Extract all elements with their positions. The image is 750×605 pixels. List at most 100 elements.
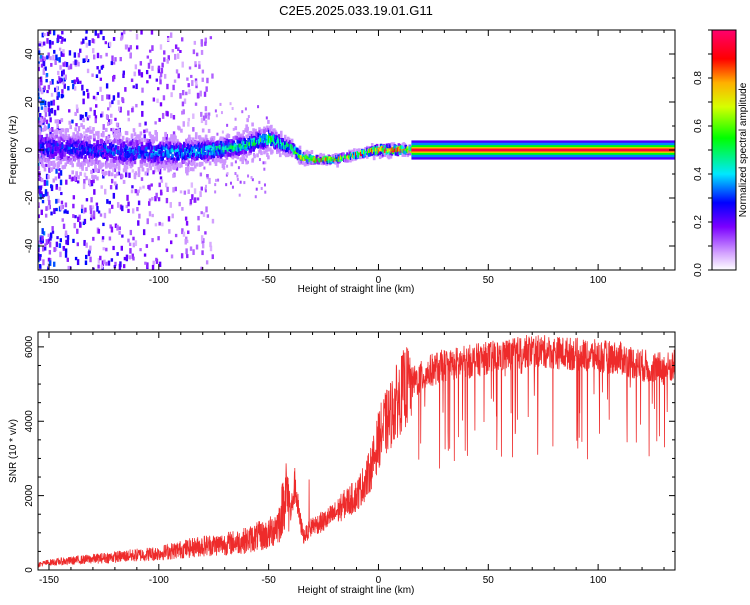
spectrogram-noise-cell (85, 55, 88, 61)
spectrogram-noise-cell (92, 48, 95, 54)
spectrogram-noise-cell (146, 262, 149, 268)
spectrogram-ridge-cell (160, 160, 163, 165)
spectrogram-noise-cell (61, 218, 64, 222)
spectrogram-noise-cell (38, 63, 40, 68)
spectrogram-noise-cell (130, 189, 134, 194)
spectrogram-ridge-cell (38, 147, 41, 152)
spectrogram-ridge-cell (184, 148, 187, 153)
spectrogram-ridge-cell (124, 148, 128, 153)
spectrogram-noise-cell (102, 247, 105, 251)
spectrogram-ridge-cell (106, 135, 110, 140)
spectrogram-noise-cell (56, 123, 59, 129)
spectrogram-noise-cell (57, 91, 60, 98)
spectrogram-ridge-cell (231, 143, 235, 148)
spectrogram-noise-cell (103, 212, 107, 219)
spectrogram-ridge-cell (200, 144, 204, 149)
spectrogram-noise-cell (54, 87, 57, 93)
spectrogram-ridge-cell (192, 161, 196, 166)
spectrogram-ridge-cell (241, 149, 245, 154)
spectrogram-noise-cell (174, 186, 177, 192)
spectrogram-noise-cell (205, 86, 208, 92)
spectrogram-ridge-cell (165, 143, 168, 148)
spectrogram-noise-cell (162, 95, 166, 101)
spectrogram-ridge-cell (133, 175, 137, 180)
spectrogram-ridge-cell (222, 165, 226, 170)
spectrogram-ridge-cell (240, 157, 244, 162)
spectrogram-noise-cell (155, 192, 158, 199)
spectrogram-noise-cell (124, 87, 127, 92)
spectrogram-noise-cell (135, 45, 139, 50)
spectrogram-ridge-cell (47, 163, 51, 168)
spectrogram-ridge-cell (133, 132, 137, 137)
spectrogram-noise-cell (148, 74, 152, 79)
spectrogram-noise-cell (53, 49, 56, 54)
spectrogram-ridge-cell (171, 148, 174, 153)
spectrogram-ridge-cell (246, 118, 249, 123)
spectrogram-ridge-cell (93, 134, 96, 139)
spectrogram-ridge-cell (234, 126, 238, 131)
spectrogram-ridge-cell (129, 141, 133, 146)
spectrogram-noise-cell (38, 214, 40, 219)
spectrogram-ridge-cell (51, 153, 55, 158)
spectrogram-noise-cell (135, 83, 138, 90)
spectrogram-noise-cell (58, 47, 62, 51)
spectrogram-ridge-cell (145, 128, 149, 133)
spectrogram-ridge-cell (53, 163, 57, 168)
spectrogram-noise-cell (67, 265, 70, 270)
spectrogram-noise-cell (201, 250, 204, 256)
spectrogram-noise-cell (158, 182, 161, 188)
spectrogram-ridge-cell (207, 128, 211, 133)
spectrogram-ridge-cell (203, 151, 207, 156)
spectrogram-ridge-cell (107, 148, 111, 153)
spectrogram-noise-cell (111, 100, 114, 105)
spectrogram-noise-cell (131, 185, 134, 189)
spectrogram-ridge-cell (148, 156, 152, 161)
spectrogram-noise-cell (105, 261, 108, 266)
spectrogram-ridge-cell (95, 156, 98, 161)
spectrogram-noise-cell (155, 78, 159, 82)
spectrogram-ridge-cell (241, 160, 245, 165)
spectrogram-ridge-cell (370, 143, 374, 148)
spectrogram-noise-cell (203, 166, 206, 170)
spectrogram-noise-cell (63, 61, 67, 67)
spectrogram-noise-cell (84, 36, 88, 40)
spectrogram-ridge-cell (219, 140, 223, 145)
spectrogram-noise-cell (63, 210, 66, 214)
spectrogram-noise-cell (87, 251, 91, 257)
spectrogram-noise-cell (112, 95, 116, 101)
spectrogram-ridge-cell (269, 131, 272, 136)
spectrogram-ridge-cell (124, 168, 128, 173)
spectrogram-noise-cell (117, 100, 120, 105)
spectrogram-noise-cell (57, 70, 60, 76)
spectrogram-ridge-cell (284, 153, 288, 158)
spectrogram-noise-cell (121, 205, 124, 212)
spectrogram-noise-cell (52, 30, 56, 36)
spectrogram-noise-cell (161, 112, 165, 119)
snr-frame (37, 331, 676, 571)
spectrogram-ridge-cell (114, 164, 118, 169)
spectrogram-noise-cell (86, 88, 89, 92)
spectrogram-noise-cell (131, 108, 134, 113)
spectrogram-noise-cell (38, 253, 40, 260)
spectrogram-noise-cell (47, 257, 51, 262)
spectrogram-noise-cell (79, 80, 82, 84)
spectrogram-ridge-cell (400, 150, 404, 155)
spectrogram-ridge-cell (42, 164, 46, 169)
spectrogram-noise-cell (108, 170, 111, 177)
spectrogram-ridge-cell (62, 138, 66, 143)
spectrogram-noise-cell (61, 36, 64, 42)
spectrogram-noise-cell (40, 63, 44, 68)
spectrogram-noise-cell (48, 44, 52, 49)
spectrogram-ridge-cell (209, 145, 213, 150)
spectrogram-ridge-cell (113, 181, 117, 186)
spectrogram-noise-cell (191, 80, 194, 86)
spectrogram-ridge-cell (86, 147, 89, 152)
spectrogram-noise-cell (52, 54, 55, 61)
spectrogram-noise-cell (119, 261, 122, 268)
spectrogram-noise-cell (182, 109, 185, 115)
spectrogram-noise-cell (40, 89, 44, 95)
spectrogram-ridge-cell (281, 150, 285, 155)
spectrogram-noise-cell (97, 258, 101, 264)
spectrogram-noise-cell (90, 214, 93, 218)
spectrogram-noise-cell (109, 185, 113, 190)
